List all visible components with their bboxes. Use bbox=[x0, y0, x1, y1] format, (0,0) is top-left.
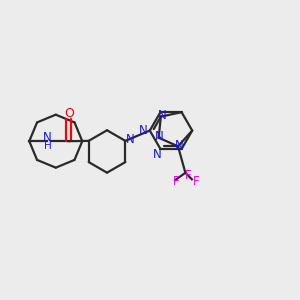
Text: N: N bbox=[126, 133, 135, 146]
Text: N: N bbox=[153, 148, 162, 161]
Text: N: N bbox=[175, 139, 183, 152]
Text: F: F bbox=[192, 175, 199, 188]
Text: F: F bbox=[185, 169, 192, 182]
Text: N: N bbox=[43, 131, 52, 144]
Text: N: N bbox=[139, 124, 148, 137]
Text: F: F bbox=[173, 175, 180, 188]
Text: O: O bbox=[64, 107, 74, 120]
Text: H: H bbox=[44, 142, 51, 152]
Text: N: N bbox=[155, 130, 164, 143]
Text: N: N bbox=[158, 109, 166, 122]
